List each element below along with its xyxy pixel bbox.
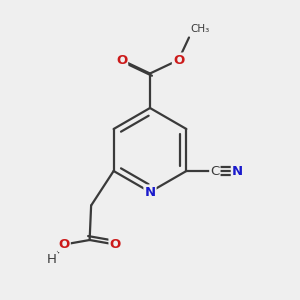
Text: O: O — [116, 53, 127, 67]
Text: H: H — [47, 253, 57, 266]
Text: O: O — [173, 53, 184, 67]
Text: N: N — [144, 185, 156, 199]
Text: CH₃: CH₃ — [190, 25, 210, 34]
Text: O: O — [110, 238, 121, 251]
Text: N: N — [232, 164, 243, 178]
Text: O: O — [58, 238, 70, 251]
Text: C: C — [210, 164, 220, 178]
